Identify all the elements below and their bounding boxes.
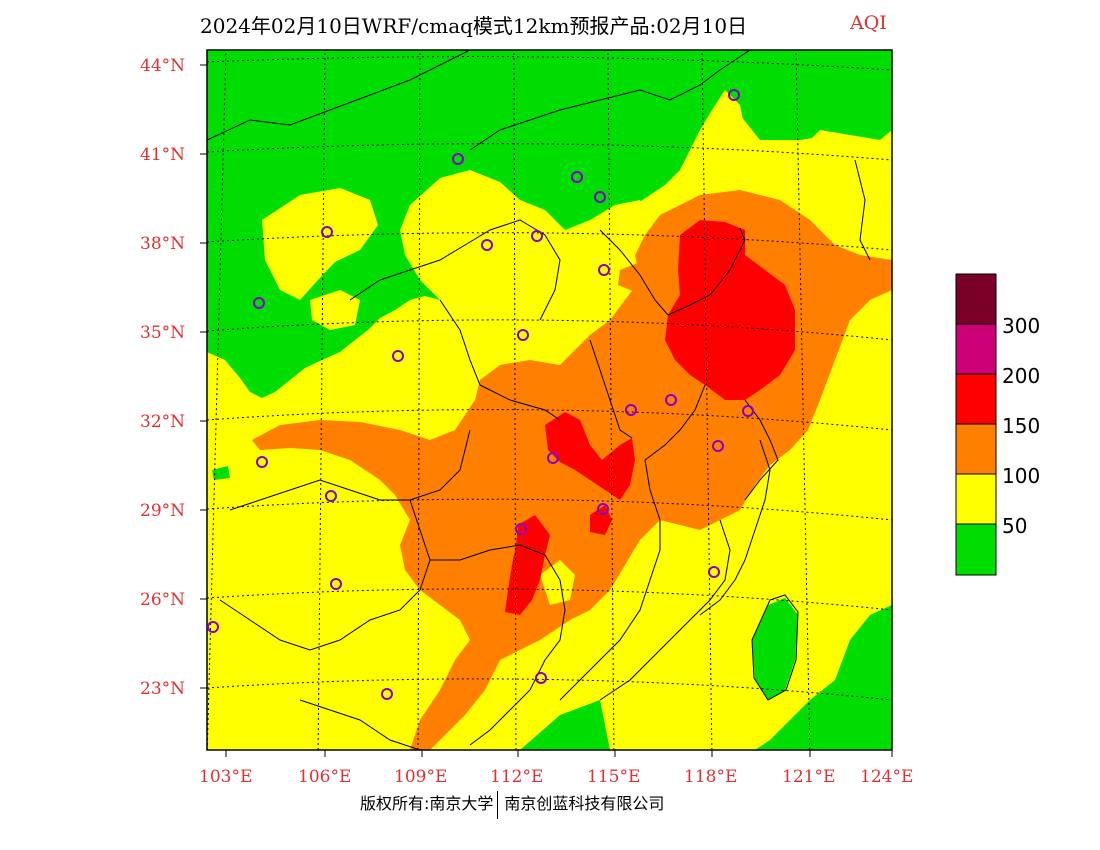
footer-divider xyxy=(497,790,499,819)
legend-swatch-3 xyxy=(955,423,997,475)
lon-label-106: 106°E xyxy=(298,767,351,787)
station-marker xyxy=(392,350,404,362)
station-marker xyxy=(597,503,609,515)
legend-swatch-5 xyxy=(955,323,997,375)
station-marker xyxy=(625,404,637,416)
legend-label-150: 150 xyxy=(1002,414,1041,438)
lat-label-26: 26°N xyxy=(140,590,185,610)
station-marker xyxy=(594,191,606,203)
station-marker xyxy=(325,490,337,502)
legend-swatch-4 xyxy=(955,373,997,425)
station-marker xyxy=(330,578,342,590)
legend-swatch-2 xyxy=(955,473,997,525)
station-marker xyxy=(481,239,493,251)
lon-label-121: 121°E xyxy=(782,767,835,787)
lat-label-29: 29°N xyxy=(140,501,185,521)
station-marker xyxy=(207,621,219,633)
station-marker xyxy=(515,523,527,535)
copyright-owner: 版权所有:南京大学 xyxy=(360,794,494,813)
field-green-west-speck xyxy=(212,466,230,480)
field-yellow-patch-3 xyxy=(700,115,892,260)
field-red-south xyxy=(505,515,550,615)
title-bar: 2024年02月10日WRF/cmaq模式12km预报产品:02月10日 AQI xyxy=(0,10,1100,40)
lat-label-35: 35°N xyxy=(140,323,185,343)
lon-label-109: 109°E xyxy=(394,767,447,787)
station-markers xyxy=(207,89,754,700)
axis-ticks xyxy=(200,64,893,757)
station-marker xyxy=(452,153,464,165)
station-marker xyxy=(547,452,559,464)
station-marker xyxy=(742,405,754,417)
field-green-southeast xyxy=(755,605,892,750)
aqi-fields xyxy=(207,50,892,750)
legend-label-200: 200 xyxy=(1002,364,1041,388)
legend-label-100: 100 xyxy=(1002,464,1041,488)
lon-label-115: 115°E xyxy=(587,767,640,787)
station-marker xyxy=(708,566,720,578)
lat-label-41: 41°N xyxy=(140,145,185,165)
boundaries xyxy=(207,50,871,750)
lon-label-124: 124°E xyxy=(860,767,913,787)
legend-colorbar xyxy=(955,273,997,576)
legend-label-50: 50 xyxy=(1002,514,1028,538)
legend-swatch-6 xyxy=(955,273,997,325)
field-green-east-coast xyxy=(830,50,892,130)
field-red-central xyxy=(545,412,635,500)
station-marker xyxy=(571,171,583,183)
field-yellow-patch-2 xyxy=(400,170,650,300)
page-title: 2024年02月10日WRF/cmaq模式12km预报产品:02月10日 xyxy=(200,14,748,38)
station-marker xyxy=(517,329,529,341)
station-marker xyxy=(665,394,677,406)
station-marker xyxy=(531,230,543,242)
field-yellow-hole-1 xyxy=(735,500,775,550)
lat-label-23: 23°N xyxy=(140,679,185,699)
lat-label-32: 32°N xyxy=(140,412,185,432)
station-marker xyxy=(253,297,265,309)
map-frame xyxy=(206,49,893,751)
lon-label-103: 103°E xyxy=(199,767,252,787)
lon-label-112: 112°E xyxy=(490,767,543,787)
field-yellow-patch-1 xyxy=(262,188,378,300)
station-marker xyxy=(256,456,268,468)
copyright-footer: 版权所有:南京大学 南京创蓝科技有限公司 xyxy=(360,790,664,819)
legend-label-300: 300 xyxy=(1002,314,1041,338)
station-marker xyxy=(598,264,610,276)
lat-label-38: 38°N xyxy=(140,234,185,254)
station-marker xyxy=(535,672,547,684)
field-orange-patch-1 xyxy=(618,262,650,292)
graticule xyxy=(207,50,892,750)
variable-label: AQI xyxy=(850,12,887,34)
field-green-taiwan xyxy=(752,598,798,700)
station-marker xyxy=(728,89,740,101)
copyright-company: 南京创蓝科技有限公司 xyxy=(504,794,665,813)
field-yellow-hole-2 xyxy=(540,560,575,605)
field-red-north xyxy=(665,220,795,400)
lat-label-44: 44°N xyxy=(140,56,185,76)
station-marker xyxy=(712,440,724,452)
station-marker xyxy=(321,226,333,238)
station-marker xyxy=(381,688,393,700)
lon-label-118: 118°E xyxy=(684,767,737,787)
legend-swatch-1 xyxy=(955,523,997,576)
field-orange-patch-2 xyxy=(300,425,360,450)
field-green-south xyxy=(520,700,610,750)
